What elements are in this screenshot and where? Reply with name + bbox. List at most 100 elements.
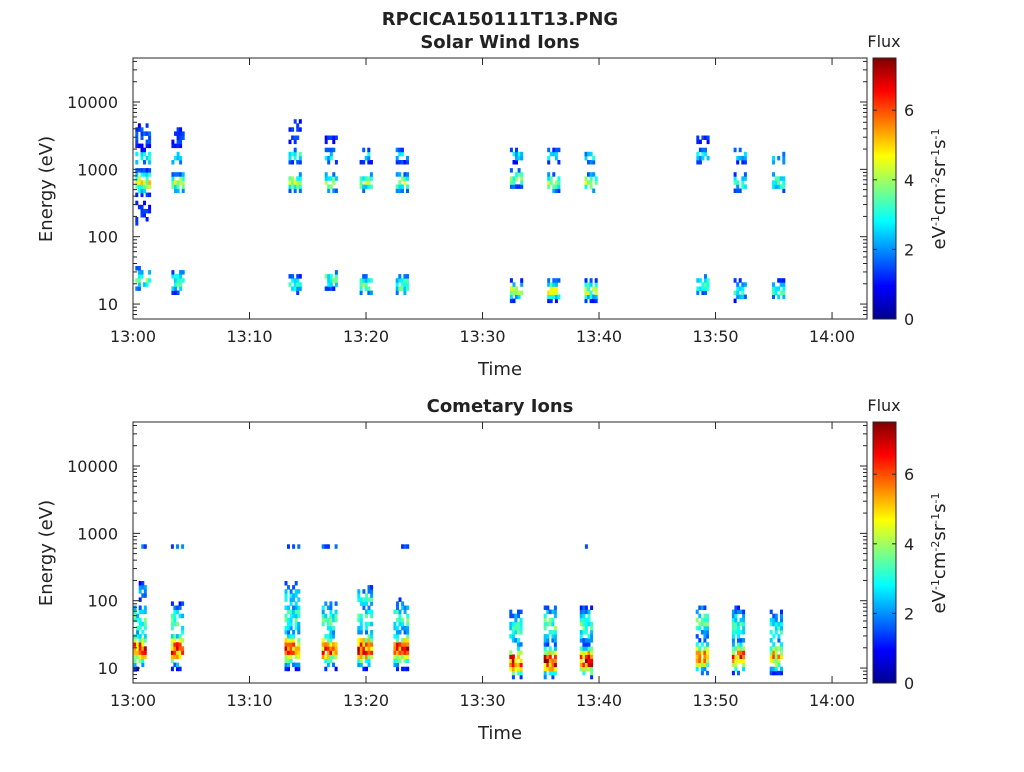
- heatmap-cell: [137, 286, 141, 291]
- heatmap-cell: [554, 282, 558, 287]
- heatmap-cell: [774, 621, 778, 627]
- heatmap-cell: [136, 642, 140, 647]
- heatmap-cell: [731, 613, 735, 619]
- x-tick-label: 14:00: [809, 691, 855, 710]
- heatmap-cell: [731, 650, 735, 655]
- heatmap-cell: [731, 621, 735, 627]
- heatmap-cell: [365, 650, 368, 655]
- heatmap-cell: [736, 155, 740, 161]
- heatmap-cell: [406, 184, 409, 189]
- heatmap-cell: [292, 597, 296, 602]
- heatmap-cell: [398, 658, 402, 663]
- heatmap-cell: [582, 642, 586, 647]
- heatmap-cell: [291, 151, 295, 157]
- heatmap-cell: [733, 188, 737, 193]
- heatmap-cell: [769, 630, 773, 635]
- heatmap-cell: [294, 593, 298, 598]
- heatmap-cell: [734, 646, 738, 651]
- heatmap-cell: [549, 290, 553, 295]
- heatmap-cell: [176, 278, 180, 283]
- heatmap-cell: [327, 155, 331, 161]
- heatmap-cell: [293, 188, 297, 193]
- heatmap-cell: [141, 585, 145, 590]
- heatmap-cell: [141, 581, 145, 586]
- heatmap-cell: [138, 646, 142, 651]
- heatmap-cell: [181, 176, 185, 181]
- heatmap-cell: [403, 290, 407, 295]
- heatmap-cell: [176, 151, 180, 157]
- y-tick-label: 10000: [67, 93, 118, 112]
- heatmap-cell: [181, 650, 185, 655]
- heatmap-cell: [515, 160, 518, 165]
- heatmap-cell: [403, 642, 407, 647]
- heatmap-cell: [324, 666, 328, 672]
- heatmap-cell: [288, 155, 292, 161]
- heatmap-cell: [731, 658, 735, 663]
- heatmap-cell: [514, 621, 518, 627]
- heatmap-cell: [579, 605, 583, 610]
- heatmap-cell: [509, 290, 513, 295]
- heatmap-cell: [171, 274, 175, 279]
- heatmap-cell: [367, 278, 371, 283]
- heatmap-cell: [326, 634, 330, 639]
- heatmap-cell: [296, 180, 300, 185]
- heatmap-cell: [695, 654, 699, 659]
- heatmap-cell: [332, 172, 336, 177]
- heatmap-cell: [587, 642, 591, 647]
- heatmap-cell: [514, 662, 518, 668]
- heatmap-cell: [145, 168, 149, 173]
- heatmap-cell: [367, 585, 371, 590]
- heatmap-cell: [511, 625, 515, 631]
- heatmap-cell: [174, 188, 177, 193]
- heatmap-cell: [517, 184, 521, 189]
- heatmap-cell: [332, 642, 335, 647]
- heatmap-cell: [514, 638, 518, 643]
- heatmap-cell: [774, 176, 778, 181]
- x-tick-label: 13:00: [110, 327, 156, 346]
- heatmap-cell: [772, 642, 776, 647]
- heatmap-cell: [176, 274, 180, 279]
- heatmap-cell: [329, 650, 333, 655]
- heatmap-cell: [138, 621, 142, 627]
- heatmap-cell: [737, 670, 740, 676]
- heatmap-cell: [401, 605, 405, 610]
- heatmap-cell: [589, 160, 593, 165]
- heatmap-cell: [695, 650, 699, 655]
- heatmap-cell: [553, 634, 557, 639]
- heatmap-cell: [370, 634, 374, 639]
- heatmap-cell: [136, 634, 140, 639]
- heatmap-cell: [135, 180, 139, 185]
- heatmap-cell: [296, 123, 300, 128]
- heatmap-cell: [321, 613, 325, 619]
- heatmap-cell: [543, 621, 547, 627]
- heatmap-cell: [143, 654, 147, 659]
- heatmap-cell: [553, 646, 557, 651]
- heatmap-cell: [772, 613, 776, 619]
- y-tick-label: 1000: [77, 524, 118, 543]
- x-tick-label: 13:00: [110, 691, 156, 710]
- heatmap-cell: [174, 143, 177, 149]
- heatmap-cell: [138, 605, 142, 610]
- heatmap-cell: [737, 630, 740, 635]
- heatmap-cell: [138, 650, 142, 655]
- heatmap-cell: [584, 544, 588, 549]
- plot-frame: [132, 57, 868, 320]
- heatmap-cell: [514, 625, 518, 631]
- heatmap-cell: [334, 650, 338, 655]
- heatmap-cell: [326, 544, 330, 549]
- heatmap-cell: [321, 617, 325, 623]
- heatmap-cell: [176, 634, 179, 639]
- heatmap-cell: [406, 155, 409, 161]
- heatmap-cell: [365, 609, 368, 615]
- heatmap-cell: [554, 298, 558, 304]
- heatmap-cell: [403, 274, 407, 279]
- heatmap-cell: [517, 646, 520, 651]
- heatmap-cell: [296, 286, 300, 291]
- heatmap-cell: [138, 617, 142, 623]
- heatmap-cell: [138, 581, 142, 586]
- heatmap-cell: [733, 290, 737, 295]
- heatmap-cell: [403, 625, 407, 631]
- heatmap-cell: [284, 617, 288, 623]
- heatmap-cell: [334, 176, 338, 181]
- heatmap-cell: [298, 160, 302, 165]
